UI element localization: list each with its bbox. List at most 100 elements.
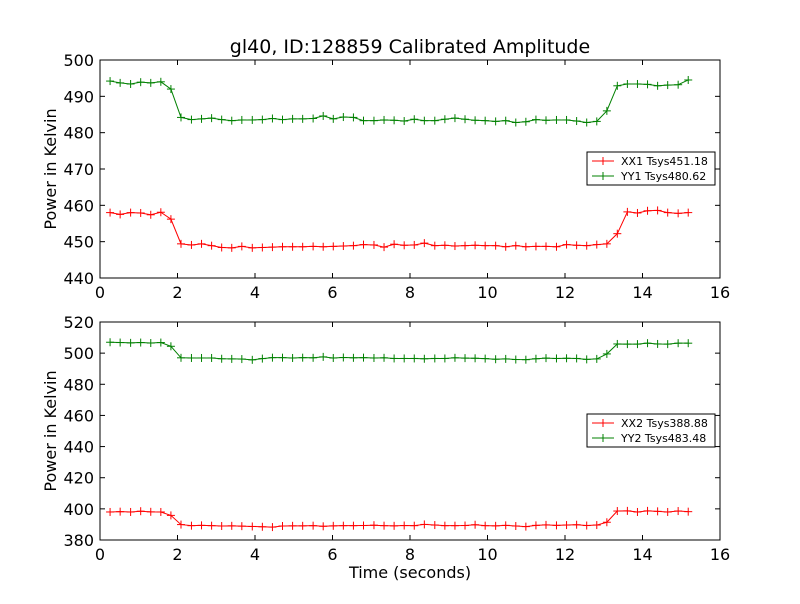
data-point — [491, 521, 500, 530]
legend-entry: YY1 Tsys480.62 — [592, 170, 706, 183]
data-point — [126, 79, 135, 88]
data-point — [674, 209, 683, 218]
data-point — [187, 240, 196, 249]
data-point — [156, 338, 165, 347]
data-point — [501, 521, 510, 530]
data-point — [461, 241, 470, 250]
data-point — [227, 354, 236, 363]
data-point — [146, 339, 155, 348]
data-point — [471, 116, 480, 125]
data-point — [166, 342, 175, 351]
data-point — [227, 116, 236, 125]
data-point — [674, 80, 683, 89]
data-point — [430, 521, 439, 530]
x-tick-label: 4 — [250, 283, 260, 302]
data-point — [380, 243, 389, 252]
data-point — [217, 115, 226, 124]
data-point — [440, 521, 449, 530]
data-point — [623, 506, 632, 515]
data-point — [572, 520, 581, 529]
data-point — [369, 116, 378, 125]
data-point — [248, 355, 257, 364]
data-point — [440, 354, 449, 363]
data-point — [430, 354, 439, 363]
data-point — [227, 521, 236, 530]
series-2-1 — [106, 506, 693, 532]
data-point — [217, 243, 226, 252]
data-point — [258, 522, 267, 531]
data-point — [592, 521, 601, 530]
data-point — [410, 521, 419, 530]
y-tick-label: 440 — [63, 438, 94, 457]
data-point — [684, 339, 693, 348]
data-point — [146, 78, 155, 87]
y-tick-label: 420 — [63, 469, 94, 488]
x-tick-label: 16 — [710, 545, 730, 564]
data-point — [653, 81, 662, 90]
data-point — [542, 520, 551, 529]
data-point — [461, 354, 470, 363]
data-point — [187, 115, 196, 124]
legend: XX2 Tsys388.88 YY2 Tsys483.48 — [586, 413, 716, 448]
series-line — [110, 341, 689, 361]
y-tick-label: 470 — [63, 160, 94, 179]
data-point — [359, 521, 368, 530]
data-point — [653, 507, 662, 516]
data-point — [633, 79, 642, 88]
data-point — [136, 78, 145, 87]
data-point — [623, 207, 632, 216]
x-axis-label: Time (seconds) — [348, 563, 471, 582]
data-point — [531, 354, 540, 363]
y-tick-label: 520 — [63, 313, 94, 332]
data-point — [430, 116, 439, 125]
data-point — [126, 208, 135, 217]
data-point — [329, 353, 338, 362]
data-point — [248, 243, 257, 252]
data-point — [602, 518, 611, 527]
data-point — [420, 239, 429, 248]
chart-title: gl40, ID:128859 Calibrated Amplitude — [230, 36, 590, 58]
data-point — [187, 353, 196, 362]
data-point — [684, 507, 693, 516]
legend-box — [586, 151, 716, 186]
data-point — [319, 352, 328, 361]
data-point — [268, 114, 277, 123]
data-point — [542, 354, 551, 363]
data-point — [542, 116, 551, 125]
data-point — [156, 507, 165, 516]
data-point — [390, 354, 399, 363]
data-point — [440, 115, 449, 124]
data-point — [572, 117, 581, 126]
data-point — [278, 115, 287, 124]
data-point — [146, 507, 155, 516]
x-tick-label: 6 — [327, 283, 337, 302]
data-point — [511, 118, 520, 127]
series-line — [109, 209, 689, 249]
data-point — [430, 241, 439, 250]
data-point — [329, 114, 338, 123]
data-point — [309, 521, 318, 530]
series-line — [109, 79, 689, 123]
data-point — [552, 521, 561, 530]
data-point — [197, 114, 206, 123]
data-point — [359, 353, 368, 362]
data-point — [684, 75, 693, 84]
data-point — [471, 354, 480, 363]
data-point — [319, 242, 328, 251]
data-point — [582, 118, 591, 127]
data-point — [471, 241, 480, 250]
data-point — [501, 116, 510, 125]
data-point — [248, 522, 257, 531]
y-tick-label: 380 — [63, 531, 94, 550]
data-point — [663, 208, 672, 217]
data-point — [237, 115, 246, 124]
data-point — [552, 242, 561, 251]
legend-label: XX2 Tsys388.88 — [621, 417, 708, 430]
data-point — [369, 240, 378, 249]
data-point — [511, 521, 520, 530]
data-point — [562, 521, 571, 530]
series-2-2 — [106, 338, 693, 364]
x-tick-label: 2 — [172, 283, 182, 302]
